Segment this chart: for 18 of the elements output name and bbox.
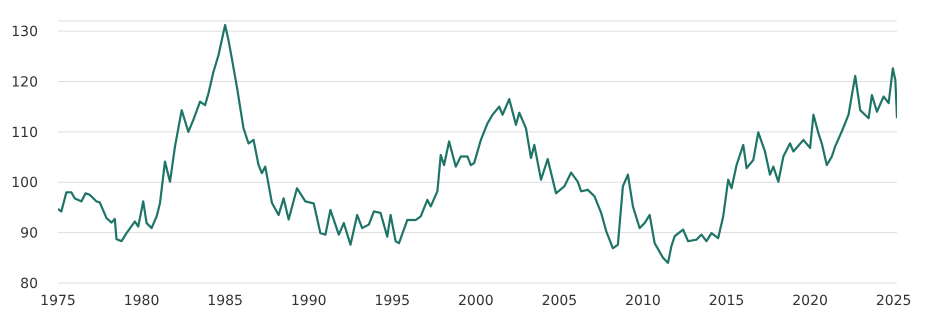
x-tick-label: 1995 — [374, 292, 410, 309]
x-tick-label: 1990 — [290, 292, 327, 309]
y-tick-label: 120 — [11, 74, 38, 90]
y-tick-label: 100 — [11, 175, 38, 192]
x-tick-label: 2015 — [708, 292, 744, 309]
line-series — [58, 24, 897, 264]
x-tick-label: 2020 — [792, 292, 828, 309]
x-tick-label: 2000 — [458, 292, 494, 309]
x-tick-label: 2010 — [625, 292, 661, 309]
x-tick-label: 1980 — [124, 292, 160, 309]
x-tick-label: 1985 — [207, 292, 243, 309]
y-tick-label: 90 — [20, 226, 38, 242]
x-tick-label: 2005 — [542, 292, 578, 309]
y-tick-label: 110 — [11, 124, 38, 141]
y-tick-label: 130 — [11, 24, 38, 40]
x-tick-label: 1975 — [40, 292, 76, 309]
x-tick-label: 2025 — [876, 292, 912, 309]
y-tick-label: 80 — [20, 276, 38, 292]
